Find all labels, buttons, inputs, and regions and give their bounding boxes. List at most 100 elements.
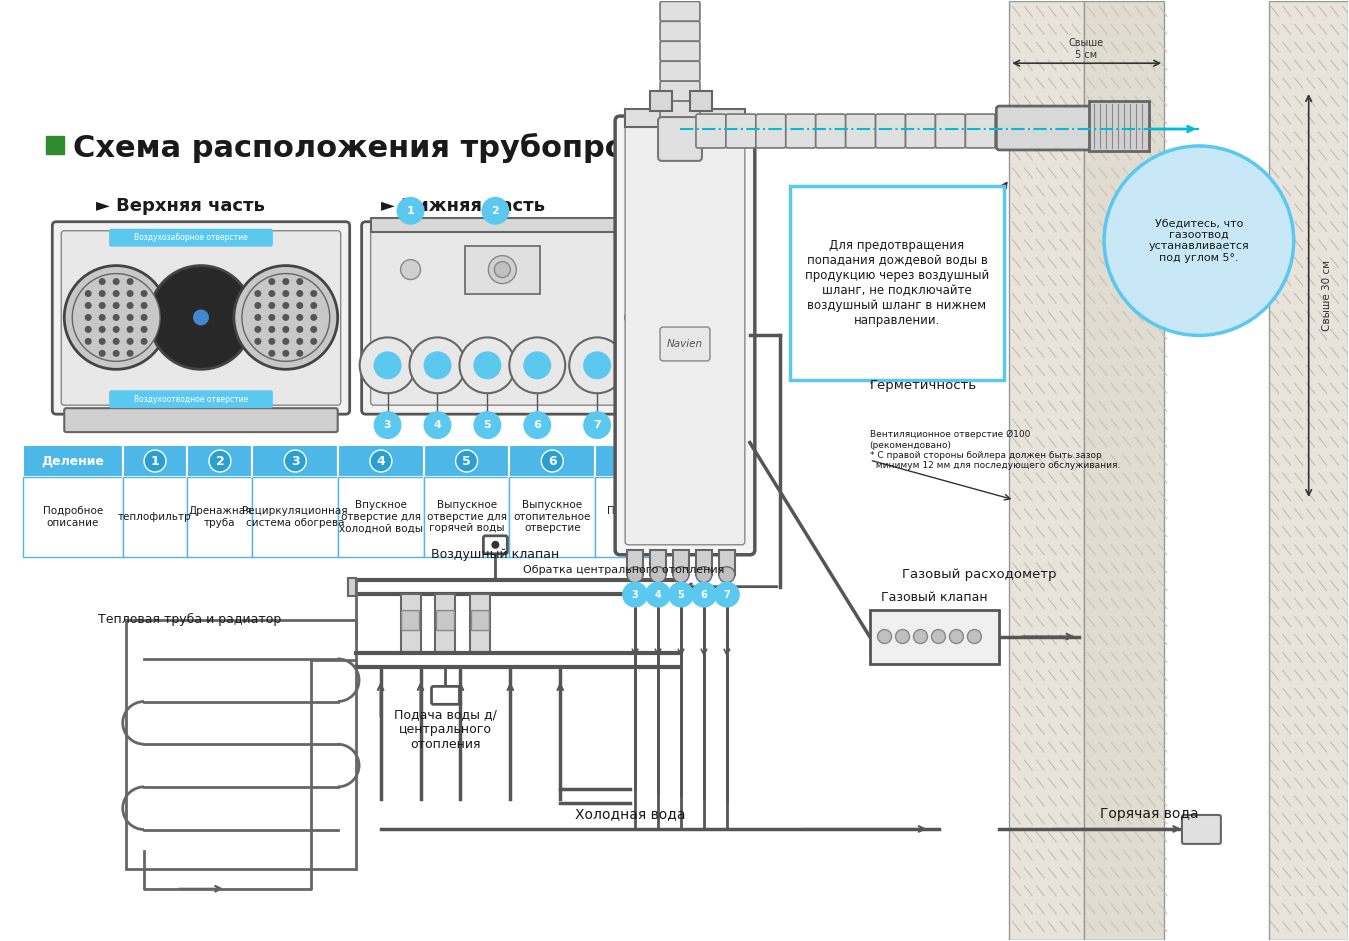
Text: теплофильтр: теплофильтр: [119, 512, 192, 522]
Bar: [339, 477, 424, 557]
Circle shape: [297, 350, 304, 357]
Circle shape: [1103, 146, 1294, 335]
Circle shape: [282, 290, 289, 297]
FancyBboxPatch shape: [658, 117, 701, 161]
Text: 3: 3: [631, 590, 638, 599]
Bar: [696, 550, 712, 575]
Circle shape: [98, 302, 105, 309]
FancyBboxPatch shape: [696, 114, 726, 148]
Circle shape: [460, 338, 515, 393]
Text: Выпускное
отопительное
отверстие: Выпускное отопительное отверстие: [514, 501, 591, 534]
Circle shape: [233, 265, 337, 369]
Text: 1: 1: [151, 455, 159, 468]
Text: 6: 6: [548, 455, 557, 468]
Text: ► Нижняя часть: ► Нижняя часть: [380, 197, 545, 215]
Circle shape: [424, 411, 452, 439]
Circle shape: [696, 566, 712, 582]
Bar: [627, 550, 643, 575]
Circle shape: [491, 541, 499, 549]
Text: Горячая вода: Горячая вода: [1099, 807, 1198, 821]
Text: 5: 5: [463, 455, 471, 468]
Circle shape: [268, 279, 275, 285]
Text: 7: 7: [723, 590, 730, 599]
Bar: [719, 550, 735, 575]
Circle shape: [569, 338, 625, 393]
Bar: [424, 445, 510, 477]
Circle shape: [113, 279, 120, 285]
FancyBboxPatch shape: [660, 81, 700, 101]
Circle shape: [140, 302, 147, 309]
Circle shape: [255, 326, 262, 333]
Bar: [252, 445, 339, 477]
Circle shape: [878, 630, 892, 644]
FancyBboxPatch shape: [483, 535, 507, 553]
Circle shape: [255, 338, 262, 344]
Bar: [1085, 1, 1164, 940]
Circle shape: [583, 411, 611, 439]
Circle shape: [673, 566, 689, 582]
Circle shape: [424, 351, 452, 379]
Circle shape: [583, 351, 611, 379]
Circle shape: [98, 350, 105, 357]
Circle shape: [127, 302, 134, 309]
Bar: [125, 619, 356, 869]
Circle shape: [268, 290, 275, 297]
Circle shape: [668, 582, 693, 608]
FancyBboxPatch shape: [432, 686, 460, 704]
Circle shape: [85, 314, 92, 321]
Circle shape: [282, 338, 289, 344]
Bar: [689, 91, 712, 111]
Circle shape: [360, 338, 415, 393]
Bar: [870, 610, 1000, 664]
Circle shape: [127, 290, 134, 297]
FancyBboxPatch shape: [846, 114, 876, 148]
Circle shape: [370, 450, 393, 472]
Bar: [650, 91, 672, 111]
FancyBboxPatch shape: [109, 229, 272, 247]
Text: 4: 4: [433, 420, 441, 430]
Circle shape: [456, 450, 478, 472]
Text: Дренажная
труба: Дренажная труба: [189, 506, 252, 528]
Bar: [465, 246, 541, 294]
Text: Рециркуляционная
система обогрева: Рециркуляционная система обогрева: [243, 506, 348, 528]
Text: 7: 7: [594, 420, 602, 430]
Circle shape: [714, 582, 739, 608]
FancyBboxPatch shape: [362, 222, 654, 414]
Bar: [23, 445, 123, 477]
FancyBboxPatch shape: [660, 41, 700, 61]
Circle shape: [650, 566, 666, 582]
Text: Выпускное
отверстие для
горячей воды: Выпускное отверстие для горячей воды: [426, 501, 507, 534]
FancyBboxPatch shape: [1182, 815, 1221, 844]
Text: 3: 3: [291, 455, 299, 468]
Circle shape: [297, 326, 304, 333]
Circle shape: [719, 566, 735, 582]
Circle shape: [113, 350, 120, 357]
Bar: [471, 594, 491, 653]
Circle shape: [241, 274, 329, 361]
Bar: [510, 477, 595, 557]
Circle shape: [85, 326, 92, 333]
Bar: [348, 578, 356, 596]
Text: 6: 6: [533, 420, 541, 430]
Text: 5°: 5°: [1194, 150, 1210, 164]
Circle shape: [193, 310, 209, 326]
Text: 1: 1: [406, 206, 414, 215]
Circle shape: [285, 450, 306, 472]
FancyBboxPatch shape: [905, 114, 935, 148]
Text: Холодная вода: Холодная вода: [575, 807, 685, 821]
Circle shape: [113, 314, 120, 321]
Circle shape: [310, 302, 317, 309]
FancyBboxPatch shape: [997, 106, 1117, 150]
Circle shape: [140, 314, 147, 321]
FancyBboxPatch shape: [785, 114, 816, 148]
Circle shape: [98, 326, 105, 333]
Circle shape: [85, 302, 92, 309]
Circle shape: [127, 279, 134, 285]
Bar: [1009, 1, 1085, 940]
Circle shape: [488, 256, 517, 283]
FancyBboxPatch shape: [402, 611, 420, 630]
Text: 7: 7: [623, 455, 631, 468]
FancyBboxPatch shape: [876, 114, 905, 148]
Circle shape: [645, 582, 670, 608]
Circle shape: [374, 411, 402, 439]
